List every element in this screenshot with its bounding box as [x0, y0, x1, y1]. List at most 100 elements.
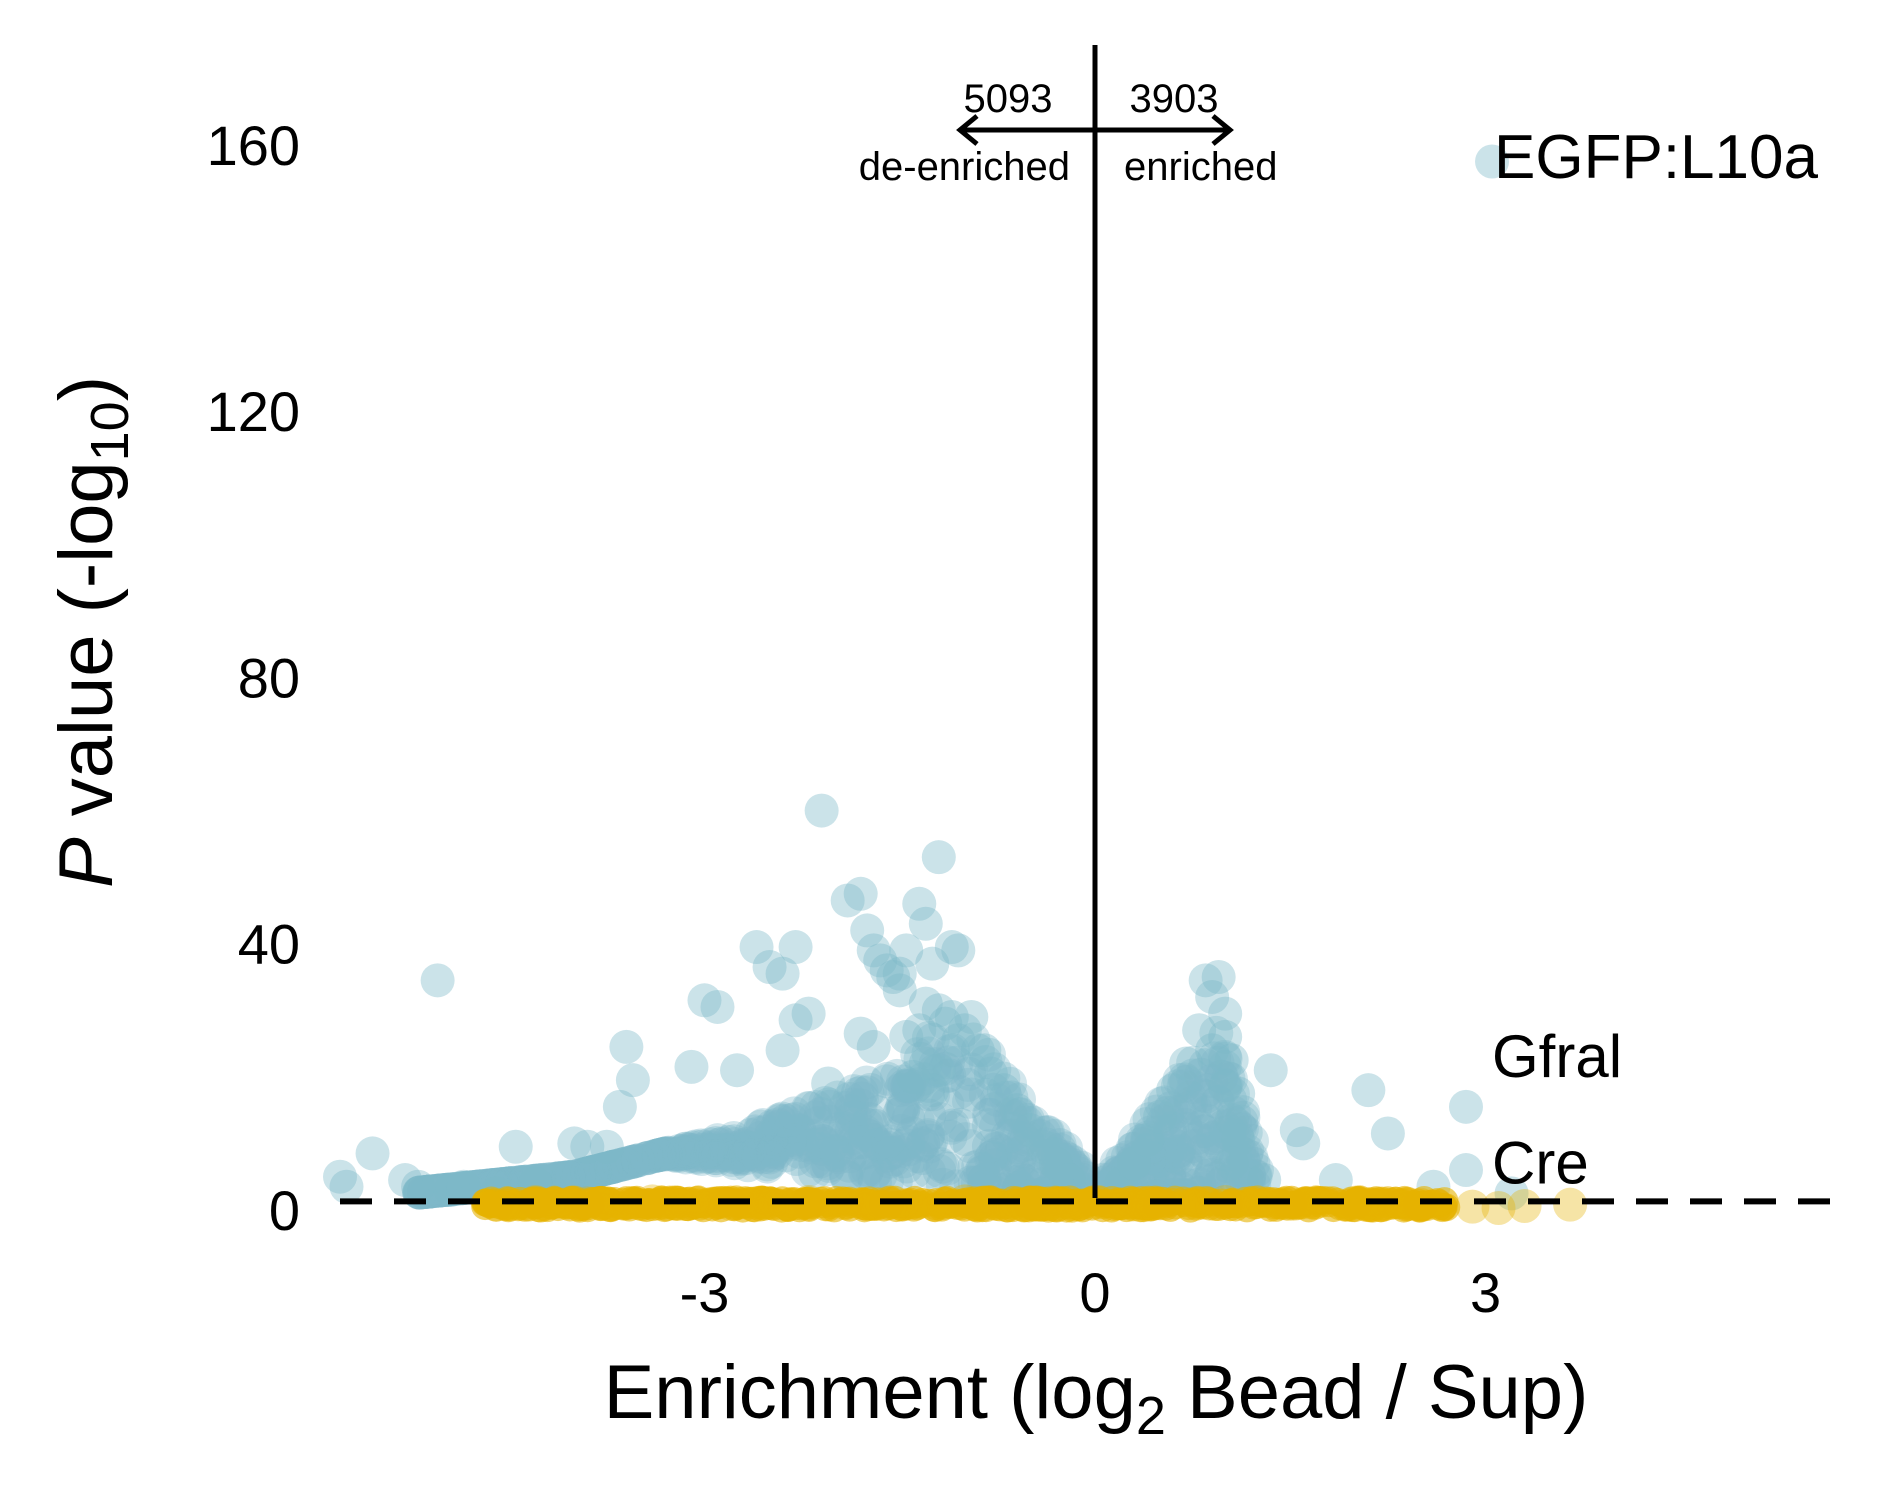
data-point	[979, 1130, 1014, 1165]
data-point	[431, 1172, 466, 1207]
data-point	[552, 1160, 587, 1195]
data-point	[768, 1103, 803, 1138]
data-point	[1207, 1068, 1242, 1103]
data-point	[743, 1109, 778, 1144]
data-point	[604, 1147, 639, 1182]
gene-label: Gfral	[1492, 1023, 1622, 1090]
data-point	[641, 1138, 676, 1173]
data-point	[854, 1108, 889, 1143]
data-point	[806, 1126, 841, 1161]
data-point	[1153, 1113, 1188, 1148]
data-point	[814, 1128, 849, 1163]
data-point	[754, 1121, 789, 1156]
data-point	[1209, 1137, 1244, 1172]
data-point	[1172, 1090, 1207, 1125]
data-point	[905, 1125, 940, 1160]
data-point	[941, 933, 976, 968]
data-point	[584, 1152, 619, 1187]
data-point	[1097, 1155, 1132, 1190]
y-axis-title: P value (-log10)	[44, 376, 140, 888]
data-point	[756, 1131, 791, 1166]
data-point	[971, 1037, 1006, 1072]
data-point	[710, 1136, 745, 1171]
data-point	[954, 999, 989, 1034]
data-point	[1046, 1142, 1081, 1177]
data-point	[1129, 1107, 1164, 1142]
data-point	[836, 1120, 871, 1155]
data-point	[1144, 1086, 1179, 1121]
data-point	[858, 1108, 893, 1143]
data-point	[724, 1139, 759, 1174]
data-point	[915, 946, 950, 981]
x-axis-ticks: -3 0 3	[680, 1261, 1502, 1324]
data-point	[1207, 1039, 1242, 1074]
data-point	[657, 1137, 692, 1172]
data-point	[714, 1142, 749, 1177]
data-point	[1056, 1145, 1091, 1180]
data-point	[699, 1143, 734, 1178]
data-point	[1177, 1091, 1212, 1126]
data-point	[911, 1077, 946, 1112]
data-point	[518, 1185, 553, 1220]
data-point	[762, 1102, 797, 1137]
data-point	[1207, 1049, 1242, 1084]
data-point	[1029, 1115, 1064, 1150]
data-point	[1187, 1114, 1222, 1149]
data-point	[1160, 1134, 1195, 1169]
data-point	[870, 1138, 905, 1173]
data-point	[1173, 1080, 1208, 1115]
data-point	[885, 1089, 920, 1124]
data-point	[571, 1156, 606, 1191]
data-point	[1025, 1129, 1060, 1164]
data-point	[952, 1129, 987, 1164]
data-point	[965, 1151, 1000, 1186]
y-tick-label: 40	[238, 913, 300, 976]
data-point	[819, 1134, 854, 1169]
data-point	[443, 1171, 478, 1206]
data-point	[870, 1130, 905, 1165]
data-point	[1064, 1150, 1099, 1185]
data-point	[1169, 1046, 1204, 1081]
data-point	[593, 1150, 628, 1185]
data-point	[1218, 1105, 1253, 1140]
data-point	[774, 1102, 809, 1137]
data-point	[794, 1130, 829, 1165]
data-point	[717, 1139, 752, 1174]
data-point	[819, 1133, 854, 1168]
data-point	[856, 933, 891, 968]
data-point	[977, 1158, 1012, 1193]
data-point	[700, 1135, 735, 1170]
data-point	[1195, 1121, 1230, 1156]
data-point	[1134, 1142, 1169, 1177]
data-point	[420, 963, 455, 998]
data-point	[574, 1155, 609, 1190]
data-point	[1205, 1158, 1240, 1193]
data-point	[972, 1097, 1007, 1132]
data-point	[910, 1120, 945, 1155]
data-point	[811, 1066, 846, 1101]
data-point	[1237, 1159, 1272, 1194]
data-point	[915, 1022, 950, 1057]
data-point	[890, 1069, 925, 1104]
data-point	[810, 1152, 845, 1187]
data-point	[1253, 1053, 1288, 1088]
data-point	[725, 1128, 760, 1163]
data-point	[1200, 1119, 1235, 1154]
data-point	[891, 1101, 926, 1136]
data-point	[1046, 1143, 1081, 1178]
data-point	[794, 1128, 829, 1163]
data-point	[911, 1154, 946, 1189]
data-point	[435, 1172, 470, 1207]
data-point	[589, 1151, 624, 1186]
data-point	[828, 1119, 863, 1154]
data-point	[930, 1045, 965, 1080]
data-point	[602, 1089, 637, 1124]
data-point	[798, 1144, 833, 1179]
data-point	[1195, 979, 1230, 1014]
data-point	[993, 1066, 1028, 1101]
data-point	[978, 1091, 1013, 1126]
data-point	[1061, 1156, 1096, 1191]
data-point	[762, 1104, 797, 1139]
data-point	[821, 1140, 856, 1175]
data-point	[1114, 1146, 1149, 1181]
